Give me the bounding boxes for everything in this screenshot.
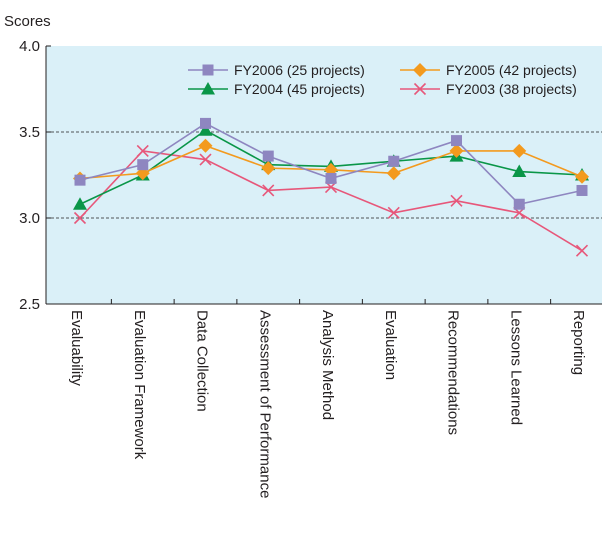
data-point: [450, 194, 463, 207]
legend-item: FY2005 (42 projects): [400, 62, 577, 78]
data-point: [388, 155, 400, 167]
data-point: [262, 184, 275, 197]
x-marker-stroke: [450, 194, 463, 207]
legend-label: FY2003 (38 projects): [446, 81, 577, 97]
data-point: [512, 143, 527, 158]
x-marker-stroke: [575, 244, 589, 257]
y-tick-label: 2.5: [19, 296, 40, 313]
data-point: [513, 198, 525, 210]
data-point: [73, 197, 87, 210]
legend-swatch-marker: [413, 82, 427, 96]
data-point: [200, 117, 211, 129]
data-point: [325, 172, 337, 184]
series-fy2003: [73, 144, 589, 257]
x-category-label: Reporting: [570, 310, 587, 375]
data-point: [262, 150, 274, 162]
data-point: [198, 138, 213, 153]
data-point: [512, 164, 527, 178]
x-marker-stroke: [262, 184, 275, 197]
legend-label: FY2006 (25 projects): [234, 62, 365, 78]
data-point: [575, 169, 589, 184]
y-axis-ticks: 2.5 3.0 3.5 4.0: [19, 38, 51, 313]
data-point: [261, 161, 276, 176]
x-category-label: Assessment of Performance: [256, 310, 273, 498]
x-axis-ticks: Evaluability Evaluation Framework Data Col…: [68, 299, 587, 498]
series-layer: [73, 117, 589, 257]
y-tick-label: 4.0: [19, 38, 40, 55]
data-point: [387, 206, 400, 219]
x-marker-stroke: [413, 82, 427, 96]
legend-swatch-marker: [201, 82, 215, 95]
x-marker-stroke: [136, 144, 149, 157]
data-point: [137, 159, 149, 171]
legend-label: FY2004 (45 projects): [234, 81, 365, 97]
x-marker-stroke: [387, 206, 400, 219]
x-category-label: Lessons Learned: [507, 310, 524, 425]
x-category-label: Evaluability: [68, 310, 85, 386]
legend-swatch-marker: [413, 63, 427, 77]
legend-item: FY2006 (25 projects): [188, 62, 365, 78]
x-category-label: Analysis Method: [319, 310, 336, 420]
x-category-label: Evaluation: [382, 310, 399, 380]
x-category-label: Evaluation Framework: [131, 310, 148, 460]
data-point: [386, 166, 401, 181]
x-marker-stroke: [199, 153, 212, 166]
series-fy2006: [74, 117, 588, 210]
data-point: [198, 123, 213, 136]
data-point: [451, 135, 462, 147]
data-point: [575, 244, 589, 257]
legend-label: FY2005 (42 projects): [446, 62, 577, 78]
x-category-label: Recommendations: [445, 310, 462, 435]
data-point: [136, 144, 149, 157]
data-point: [449, 143, 464, 158]
data-point: [576, 184, 588, 196]
y-tick-label: 3.0: [19, 210, 40, 227]
y-tick-label: 3.5: [19, 124, 40, 141]
legend: FY2006 (25 projects) FY2005 (42 projects)…: [188, 62, 577, 97]
legend-item: FY2004 (45 projects): [188, 81, 365, 97]
legend-swatch-marker: [202, 64, 214, 76]
data-point: [199, 153, 212, 166]
legend-item: FY2003 (38 projects): [400, 81, 577, 97]
grid-lines: [46, 131, 602, 219]
data-point: [73, 211, 87, 225]
x-category-label: Data Collection: [194, 310, 211, 412]
data-point: [74, 174, 86, 186]
x-marker-stroke: [73, 211, 87, 225]
y-axis-title: Scores: [4, 13, 51, 30]
